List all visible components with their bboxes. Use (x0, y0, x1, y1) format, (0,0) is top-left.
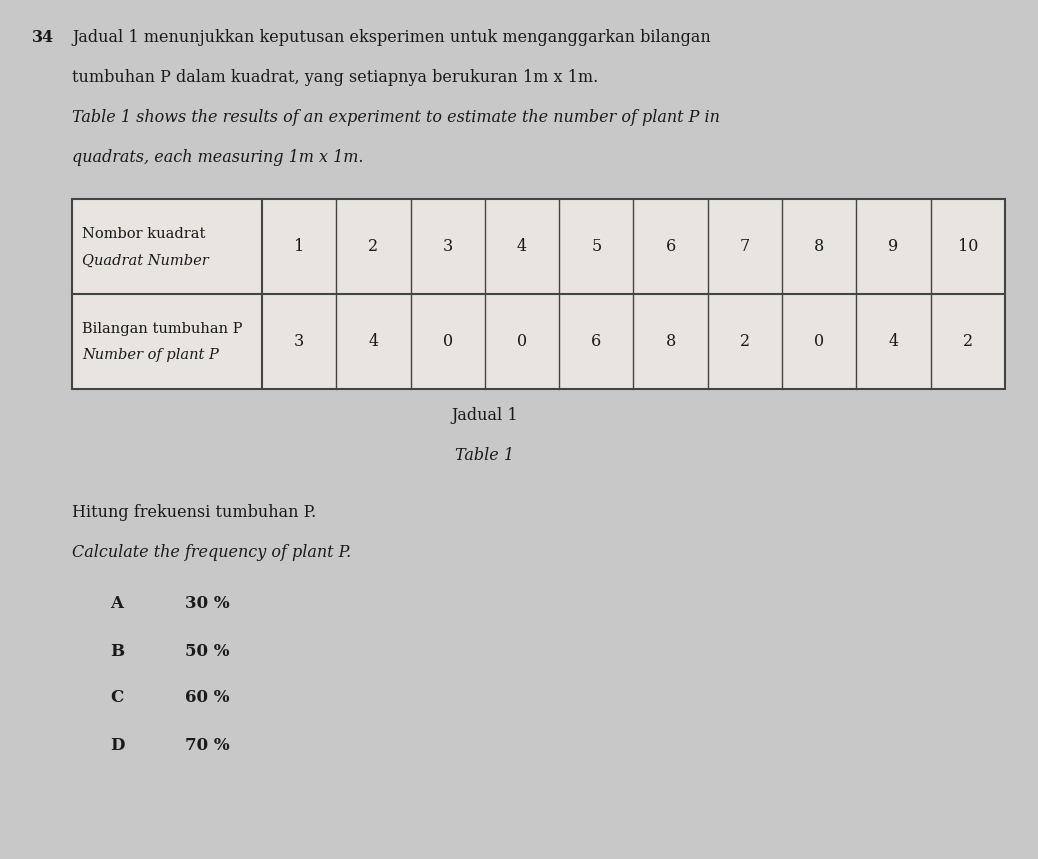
Text: 0: 0 (814, 333, 824, 350)
Bar (72, 199, 1005, 389)
Text: Quadrat Number: Quadrat Number (82, 253, 209, 267)
Text: Table 1 shows the results of an experiment to estimate the number of plant P in: Table 1 shows the results of an experime… (72, 109, 720, 126)
Text: D: D (110, 736, 125, 753)
Text: 3: 3 (294, 333, 304, 350)
Text: 4: 4 (889, 333, 899, 350)
Text: Calculate the frequency of plant P.: Calculate the frequency of plant P. (72, 544, 351, 561)
Text: 2: 2 (963, 333, 973, 350)
Text: 0: 0 (517, 333, 527, 350)
Text: quadrats, each measuring 1m x 1m.: quadrats, each measuring 1m x 1m. (72, 149, 363, 166)
Text: Bilangan tumbuhan P: Bilangan tumbuhan P (82, 322, 243, 337)
Text: 5: 5 (592, 238, 601, 255)
Text: Jadual 1: Jadual 1 (452, 407, 518, 424)
Text: 50 %: 50 % (185, 643, 229, 660)
Text: Nombor kuadrat: Nombor kuadrat (82, 228, 206, 241)
Text: 2: 2 (740, 333, 750, 350)
Text: 4: 4 (368, 333, 379, 350)
Text: Number of plant P: Number of plant P (82, 349, 219, 362)
Text: 70 %: 70 % (185, 736, 229, 753)
Text: Table 1: Table 1 (456, 447, 515, 464)
Text: 60 %: 60 % (185, 690, 229, 706)
Text: Hitung frekuensi tumbuhan P.: Hitung frekuensi tumbuhan P. (72, 504, 317, 521)
Text: 4: 4 (517, 238, 527, 255)
Text: 1: 1 (294, 238, 304, 255)
Text: 3: 3 (442, 238, 453, 255)
Text: B: B (110, 643, 125, 660)
Text: 6: 6 (592, 333, 601, 350)
Text: 34: 34 (32, 29, 54, 46)
Text: Jadual 1 menunjukkan keputusan eksperimen untuk menganggarkan bilangan: Jadual 1 menunjukkan keputusan eksperime… (72, 29, 711, 46)
Text: 7: 7 (740, 238, 750, 255)
Text: 0: 0 (442, 333, 453, 350)
Text: 8: 8 (814, 238, 824, 255)
Text: C: C (110, 690, 124, 706)
Text: 2: 2 (368, 238, 379, 255)
Text: 8: 8 (665, 333, 676, 350)
Text: 10: 10 (958, 238, 978, 255)
Text: 9: 9 (889, 238, 899, 255)
Text: 30 %: 30 % (185, 595, 229, 612)
Text: 6: 6 (665, 238, 676, 255)
Text: A: A (110, 595, 122, 612)
Text: tumbuhan P dalam kuadrat, yang setiapnya berukuran 1m x 1m.: tumbuhan P dalam kuadrat, yang setiapnya… (72, 69, 598, 86)
